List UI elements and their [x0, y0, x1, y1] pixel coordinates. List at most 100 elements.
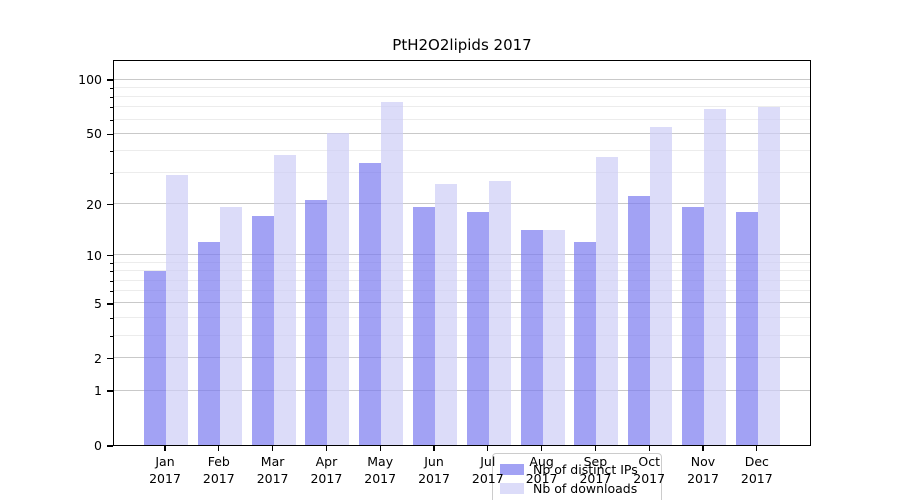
gridline-major-5	[114, 302, 810, 304]
bar-nb-of-distinct-ips-mar	[251, 215, 274, 445]
bar-nb-of-downloads-mar	[273, 154, 296, 445]
bar-nb-of-downloads-nov	[704, 109, 726, 445]
month-label: May	[367, 454, 394, 469]
x-tick-mar	[272, 446, 274, 451]
bar-nb-of-downloads-sep	[596, 156, 619, 445]
gridline-minor-9	[114, 261, 810, 263]
y-tick-minor-3	[109, 335, 113, 337]
year-label: 2017	[687, 471, 719, 486]
legend-swatch-nb-of-downloads	[500, 483, 524, 494]
y-tick-0	[107, 445, 113, 447]
x-tick-sep	[594, 446, 596, 451]
y-tick-minor-90	[109, 87, 113, 89]
y-tick-label-100: 100	[78, 72, 102, 88]
y-tick-label-50: 50	[86, 126, 102, 142]
gridline-major-2	[114, 357, 810, 359]
year-label: 2017	[310, 471, 343, 486]
gridline-minor-90	[114, 86, 810, 88]
month-label: Jul	[480, 454, 496, 469]
gridline-minor-6	[114, 290, 810, 292]
x-tick-label-jul: Jul 2017	[456, 453, 520, 487]
gridline-minor-70	[114, 106, 810, 108]
x-tick-jul	[487, 446, 489, 451]
year-label: 2017	[149, 471, 181, 486]
y-tick-label-1: 1	[94, 383, 102, 399]
bar-nb-of-distinct-ips-aug	[520, 230, 543, 445]
x-tick-label-sep: Sep 2017	[563, 453, 627, 487]
y-tick-minor-8	[109, 271, 113, 273]
plot-area: Nb of distinct IPs Nb of downloads	[113, 60, 811, 500]
month-label: Jan	[155, 454, 175, 469]
gridline-minor-30	[114, 172, 810, 174]
x-tick-apr	[325, 446, 327, 451]
gridline-minor-40	[114, 150, 810, 152]
year-label: 2017	[364, 471, 397, 486]
legend: Nb of distinct IPs Nb of downloads	[492, 453, 662, 500]
bar-nb-of-distinct-ips-jul	[466, 211, 489, 445]
y-tick-10	[107, 255, 113, 257]
gridline-major-1	[114, 389, 810, 391]
month-label: Feb	[207, 454, 230, 469]
legend-entry-nb-of-downloads: Nb of downloads	[500, 479, 653, 498]
bar-nb-of-downloads-oct	[650, 127, 673, 445]
year-label: 2017	[202, 471, 235, 486]
bar-nb-of-distinct-ips-jun	[413, 207, 435, 445]
y-tick-100	[107, 79, 113, 81]
month-label: Sep	[583, 454, 608, 469]
y-tick-label-2: 2	[94, 350, 102, 366]
x-tick-aug	[541, 446, 543, 451]
gridline-major-20	[114, 203, 810, 205]
y-tick-minor-9	[109, 262, 113, 264]
bar-nb-of-downloads-dec	[757, 107, 780, 445]
year-label: 2017	[525, 471, 558, 486]
gridline-major-50	[114, 132, 810, 134]
y-tick-minor-40	[109, 151, 113, 152]
year-label: 2017	[418, 471, 450, 486]
y-tick-minor-7	[109, 280, 113, 282]
y-tick-2	[107, 358, 113, 360]
year-label: 2017	[633, 471, 666, 486]
year-label: 2017	[579, 471, 612, 486]
y-tick-minor-80	[109, 97, 113, 99]
bar-nb-of-downloads-jul	[488, 180, 511, 445]
y-tick-minor-70	[109, 107, 113, 109]
month-label: Jun	[424, 454, 444, 469]
y-tick-label-0: 0	[94, 438, 102, 453]
month-label: Apr	[315, 454, 338, 469]
gridline-minor-7	[114, 279, 810, 281]
y-tick-1	[107, 390, 113, 392]
y-tick-label-10: 10	[86, 247, 102, 263]
month-label: Oct	[638, 454, 660, 469]
y-tick-minor-60	[109, 119, 113, 121]
legend-label-nb-of-distinct-ips: Nb of distinct IPs	[533, 462, 638, 477]
x-tick-label-dec: Dec 2017	[725, 453, 789, 487]
year-label: 2017	[256, 471, 289, 486]
x-tick-label-jan: Jan 2017	[133, 453, 197, 487]
gridline-major-100	[114, 78, 810, 80]
chart-title: PtH2O2lipids 2017	[392, 36, 532, 54]
bar-nb-of-downloads-jun	[435, 183, 457, 445]
y-tick-label-5: 5	[94, 295, 102, 311]
bar-nb-of-downloads-jan	[166, 175, 188, 445]
gridline-minor-80	[114, 96, 810, 98]
x-tick-jun	[433, 446, 435, 451]
y-tick-label-20: 20	[86, 196, 102, 212]
gridline-minor-4	[114, 316, 810, 318]
year-label: 2017	[740, 471, 773, 486]
x-tick-may	[379, 446, 381, 451]
bar-nb-of-distinct-ips-nov	[682, 207, 704, 445]
bar-nb-of-downloads-feb	[219, 207, 242, 445]
y-tick-minor-30	[109, 173, 113, 175]
bar-nb-of-downloads-may	[381, 101, 404, 445]
y-tick-minor-4	[109, 317, 113, 319]
year-label: 2017	[471, 471, 504, 486]
month-label: Aug	[529, 454, 554, 469]
gridline-minor-8	[114, 270, 810, 272]
x-tick-label-nov: Nov 2017	[671, 453, 735, 487]
bar-nb-of-distinct-ips-feb	[197, 241, 220, 445]
x-tick-feb	[218, 446, 220, 451]
bar-nb-of-distinct-ips-jan	[144, 270, 166, 445]
x-tick-jan	[164, 446, 166, 451]
y-tick-minor-6	[109, 291, 113, 293]
month-label: Mar	[260, 454, 285, 469]
